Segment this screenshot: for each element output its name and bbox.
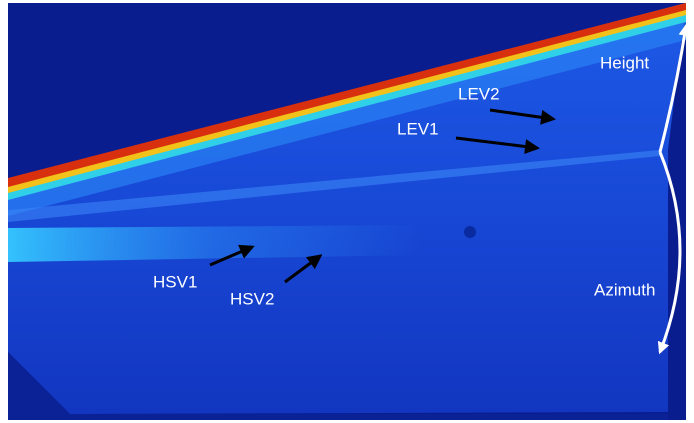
flow-image: LEV2 LEV1 HSV1 HSV2 Height Azimuth (0, 0, 694, 423)
label: HSV1 (153, 272, 197, 291)
label: Height (600, 53, 649, 72)
label: LEV2 (458, 84, 500, 103)
label: Azimuth (594, 280, 655, 299)
label: HSV2 (230, 289, 274, 308)
page: LEV2 LEV1 HSV1 HSV2 Height Azimuth (() =… (0, 0, 694, 423)
port (464, 226, 476, 238)
label: LEV1 (397, 119, 439, 138)
